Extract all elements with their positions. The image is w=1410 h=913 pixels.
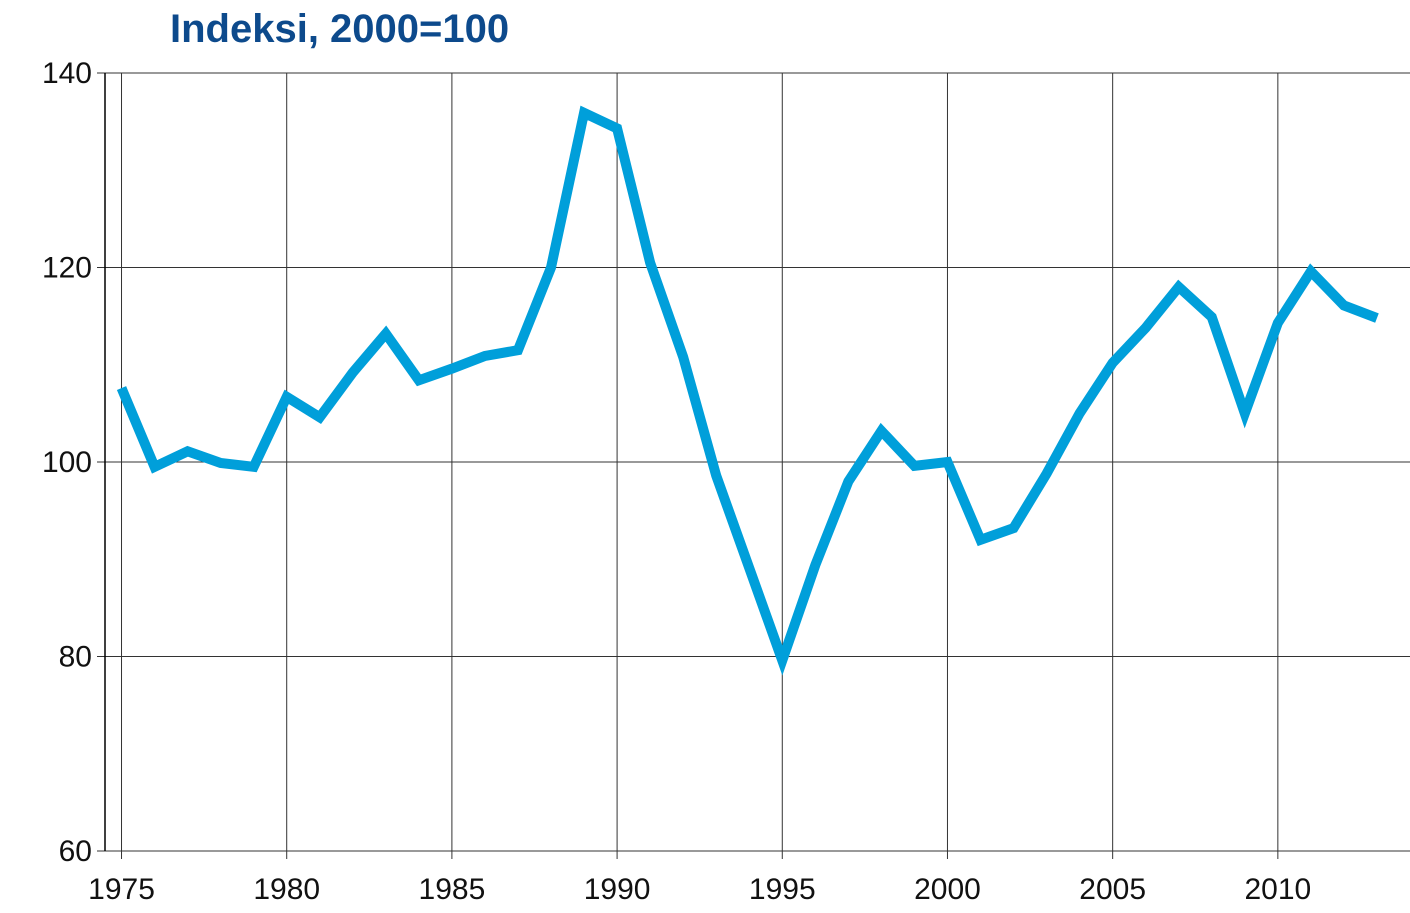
y-tick-label: 100 [42, 446, 92, 479]
x-tick-label: 1975 [88, 873, 155, 906]
x-tick-label: 1985 [419, 873, 486, 906]
x-tick-label: 1980 [253, 873, 320, 906]
x-tick-label: 2010 [1244, 873, 1311, 906]
x-tick-label: 1990 [584, 873, 651, 906]
data-line [116, 105, 1379, 676]
y-tick-label: 60 [59, 835, 92, 868]
y-tick-label: 140 [42, 57, 92, 90]
x-tick-label: 2000 [914, 873, 981, 906]
y-tick-label: 80 [59, 641, 92, 674]
chart-title: Indeksi, 2000=100 [170, 7, 509, 51]
x-tick-label: 2005 [1079, 873, 1146, 906]
x-tick-label: 1995 [749, 873, 816, 906]
y-tick-label: 120 [42, 252, 92, 285]
